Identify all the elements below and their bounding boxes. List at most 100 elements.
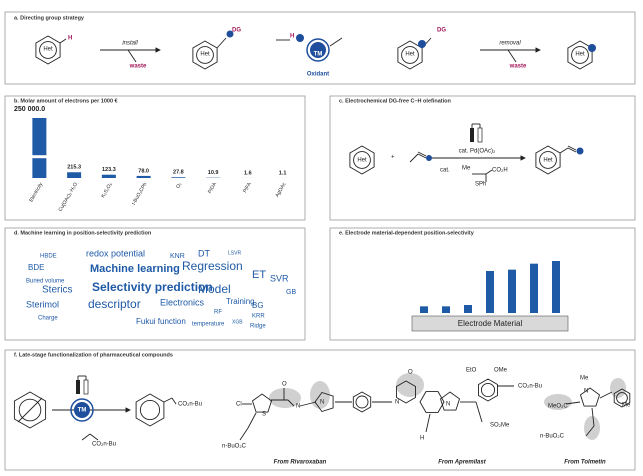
atom-label: N — [320, 400, 324, 406]
dg-label: DG — [437, 28, 446, 34]
keyword: Electronics — [160, 297, 205, 307]
bond — [81, 433, 91, 441]
x-tick-label: t-BuO₂CPh — [131, 181, 149, 206]
aromatic-circle — [571, 46, 589, 64]
aromatic-circle — [616, 392, 628, 404]
ring — [579, 387, 601, 407]
reagent-label: cat. Pd(OAc)₂ — [459, 149, 496, 155]
bond — [59, 38, 67, 44]
blue-dot — [226, 30, 234, 38]
tm-ring — [70, 398, 94, 422]
tm-ring — [306, 38, 330, 62]
ring — [13, 391, 47, 429]
ring — [439, 391, 461, 411]
ring — [352, 391, 372, 413]
me-label: Me — [462, 166, 471, 172]
bond — [599, 391, 613, 399]
x-axis-box — [411, 315, 569, 332]
keyword: KNR — [170, 253, 185, 260]
ring — [135, 393, 165, 427]
aromatic-circle — [39, 41, 57, 59]
panel-title: c. Electrochemical DG-free C–H olefinati… — [339, 98, 452, 104]
keyword: HBDE — [40, 254, 57, 260]
ring — [314, 391, 334, 413]
value-label: 1.6 — [244, 170, 252, 176]
bond — [507, 49, 517, 63]
ester-label: CO₂n-Bu — [178, 402, 202, 408]
blue-dot — [418, 40, 426, 48]
atom-label: Me — [622, 403, 631, 409]
source-label: From Apremilast — [438, 460, 486, 466]
bond — [171, 397, 177, 405]
keyword: Model — [198, 282, 231, 296]
cat-label: cat. — [440, 168, 450, 174]
bar — [464, 305, 472, 313]
x-tick-label: Electricity — [28, 181, 44, 203]
atom-label: S — [262, 412, 266, 418]
bond — [567, 147, 577, 153]
keyword: XGB — [232, 319, 243, 325]
highlight — [544, 394, 572, 410]
keyword: GB — [286, 289, 296, 296]
bond — [287, 399, 295, 407]
ester-label: n-BuO₂C — [540, 434, 565, 440]
source-label: From Tolmetin — [564, 460, 606, 466]
panel-title: b. Molar amount of electrons per 1000 € — [14, 98, 118, 104]
bond — [216, 37, 227, 49]
bar — [530, 263, 538, 313]
bar — [171, 177, 186, 178]
tm-label: TM — [78, 408, 87, 414]
electrode — [76, 380, 80, 394]
keyword: descriptor — [88, 297, 141, 311]
highlight — [396, 373, 424, 397]
aromatic-circle — [539, 151, 557, 169]
ring — [419, 391, 445, 413]
dg-label: DG — [232, 28, 241, 34]
value-label: 78.0 — [138, 168, 149, 174]
value-label: 27.8 — [173, 170, 184, 176]
highlight — [269, 388, 301, 408]
keyword: redox potential — [86, 248, 145, 258]
het-label: Het — [405, 52, 415, 58]
h-label: H — [68, 36, 72, 42]
panel-title: d. Machine learning in position-selectiv… — [14, 230, 152, 236]
keyword: Selectivity prediction — [92, 280, 213, 294]
oxidant-label: Oxidant — [307, 72, 329, 78]
panel-title: e. Electrode material-dependent position… — [339, 230, 475, 236]
keyword: Training — [226, 297, 255, 306]
keyword: KRR — [252, 314, 265, 320]
h-label: H — [290, 34, 294, 40]
bond — [585, 425, 595, 437]
keyword: Fukui function — [136, 317, 186, 326]
plus: + — [391, 155, 395, 161]
het-label: Het — [543, 158, 553, 164]
source-label: From Rivaroxaban — [274, 460, 327, 466]
bond — [329, 37, 343, 47]
electrode — [477, 127, 483, 143]
keyword: DT — [198, 248, 210, 258]
electrode — [83, 379, 89, 395]
bar — [67, 172, 82, 178]
keyword: Sterics — [42, 285, 73, 296]
waste-label: waste — [129, 64, 147, 70]
aromatic-circle — [139, 399, 161, 421]
bond — [565, 401, 581, 405]
bond — [567, 145, 577, 151]
x-tick-label: Cu(OAc)₂·H₂O — [58, 182, 79, 213]
keyword: Regression — [182, 259, 243, 273]
bar — [420, 306, 428, 313]
panel-title: a. Directing group strategy — [14, 15, 85, 21]
value-label: 123.3 — [102, 167, 116, 173]
acid-label: CO₂H — [492, 168, 508, 174]
bar — [442, 306, 450, 313]
panel-f-box — [4, 349, 636, 471]
x-tick-label: AgOAc — [274, 181, 287, 198]
panel-title: f. Late-stage functionalization of pharm… — [14, 352, 173, 358]
sph-label: SPh — [475, 182, 486, 188]
bond — [239, 427, 249, 441]
panel-e-box — [329, 227, 636, 341]
bond — [247, 412, 257, 429]
bond — [299, 401, 317, 407]
keyword: temperature — [192, 322, 225, 328]
